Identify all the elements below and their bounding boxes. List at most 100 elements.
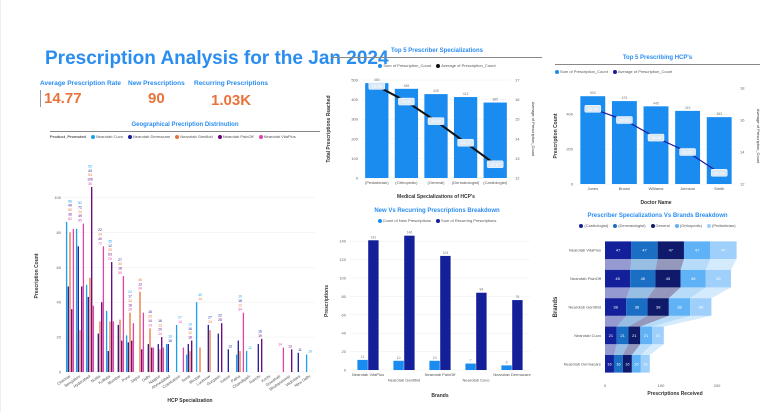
bar-segment[interactable] [605,241,632,260]
bar[interactable] [245,351,248,372]
bar[interactable] [167,344,169,372]
legend-item[interactable]: Sum of Prescription_Count [378,63,431,68]
bar[interactable] [429,360,440,370]
bar[interactable] [89,277,91,372]
bar[interactable] [282,347,285,372]
bar-segment[interactable] [630,269,656,288]
top-hcp-chart[interactable]: 0 200 400 Jones 503 Brown 475 Williams 445 Johnso… [545,74,768,214]
bar[interactable] [99,321,101,372]
bar[interactable] [207,324,209,372]
bar[interactable] [465,363,476,370]
legend-item[interactable]: (Dermatologist) [613,223,646,228]
bar[interactable] [82,223,85,372]
legend-item[interactable]: Nearotab Cuvo [91,134,123,139]
bar[interactable] [152,347,155,372]
bar[interactable] [131,340,133,372]
bar[interactable] [217,333,219,372]
bar[interactable] [291,349,293,372]
bar[interactable] [257,344,259,372]
bar[interactable] [151,347,153,372]
bar[interactable] [72,228,75,372]
bar[interactable] [185,354,188,372]
bar[interactable] [261,338,263,372]
bar[interactable] [394,88,419,178]
bar[interactable] [91,186,93,372]
bar-segment[interactable] [655,269,681,288]
bar[interactable] [102,246,105,372]
bar[interactable] [77,246,79,372]
bar[interactable] [424,94,448,178]
bar-segment[interactable] [710,241,737,260]
bar-segment[interactable] [622,354,632,373]
bar[interactable] [92,305,95,372]
bar[interactable] [109,321,111,372]
geo-distribution-chart[interactable]: 020406080100Chennai8649803682Bengaluru82… [20,140,320,405]
bar-segment[interactable] [631,241,658,260]
bar[interactable] [187,344,189,372]
bar-segment[interactable] [668,298,691,316]
bar[interactable] [141,349,143,372]
bar[interactable] [112,321,115,372]
bar[interactable] [611,101,637,184]
bar-segment[interactable] [631,354,641,373]
bar[interactable] [71,309,73,372]
bar[interactable] [175,324,178,372]
bar[interactable] [75,228,78,372]
bar-segment[interactable] [680,269,706,288]
bar-segment[interactable] [626,298,648,316]
new-vs-recurring-chart[interactable]: 0 20 40 60 80 100 120 140 Nearotab VitaPlus 11 141… [320,222,540,407]
bar[interactable] [297,352,299,372]
bar[interactable] [107,351,109,372]
bar[interactable] [162,347,165,372]
bar[interactable] [242,312,245,372]
bar[interactable] [237,340,239,372]
bar[interactable] [119,319,121,372]
top-specializations-chart[interactable]: 0 100 200 300 400 500 (Pediatrician) 484 (Orthop… [320,68,540,208]
legend-item[interactable]: General [650,223,670,228]
bar[interactable] [85,284,88,372]
bar[interactable] [149,328,151,372]
bar[interactable] [643,106,669,184]
bar[interactable] [675,110,701,184]
bar[interactable] [221,323,223,372]
bar[interactable] [453,97,478,178]
bar[interactable] [182,347,185,372]
bar[interactable] [127,342,129,372]
legend-item[interactable]: Average of Prescription_Count [612,69,672,74]
bar-segment[interactable] [605,298,627,316]
bar[interactable] [65,221,68,372]
bar[interactable] [227,349,229,372]
bar[interactable] [235,354,238,372]
bar[interactable] [501,365,512,370]
bar[interactable] [161,337,163,372]
legend-item[interactable]: Nearotab PainOff [217,134,254,139]
bar[interactable] [195,302,198,372]
bar-segment[interactable] [605,269,631,288]
bar[interactable] [165,344,168,372]
bar[interactable] [157,344,159,372]
bar[interactable] [69,232,71,372]
legend-item[interactable]: Nearotab VitaPlus [258,134,296,139]
bar[interactable] [393,360,404,370]
bar-segment[interactable] [628,326,641,345]
bar-segment[interactable] [616,326,629,345]
bar[interactable] [440,255,451,370]
legend-item[interactable]: (Pediatrician) [707,223,736,228]
bar[interactable] [404,235,415,370]
legend-item[interactable]: Average of Prescription_Count [436,63,496,68]
legend-item[interactable]: Sum of Recurring Prescriptions [436,218,496,223]
specializations-vs-brands-chart[interactable]: Nearotab VitaPlus 47 47 47 47 47 Nearotab Pain… [545,228,768,403]
bar[interactable] [476,292,487,370]
bar[interactable] [101,302,103,372]
bar-segment[interactable] [613,354,623,373]
bar[interactable] [159,349,161,372]
bar[interactable] [357,359,368,370]
bar[interactable] [189,351,191,372]
bar[interactable] [209,330,211,372]
bar-segment[interactable] [705,269,731,288]
bar[interactable] [365,83,389,178]
bar[interactable] [239,351,241,372]
bar[interactable] [97,333,99,372]
legend-item[interactable]: (Orthopedic) [674,223,702,228]
bar[interactable] [125,335,128,372]
